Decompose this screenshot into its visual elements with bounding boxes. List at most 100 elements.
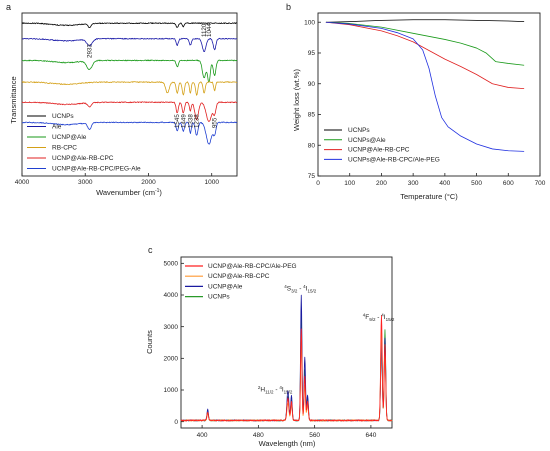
panel-b-ytick-label: 75 bbox=[308, 173, 316, 180]
panel-c-annotation-part: I bbox=[282, 387, 284, 394]
panel-c-annotation-part: 3/2 bbox=[291, 288, 298, 293]
panel-b: b 0 100 200 300 400 500 600 700 75 80 85 90 95 100 UC… bbox=[286, 2, 546, 201]
panel-b-series-line bbox=[325, 21, 525, 90]
panel-a-annotation: 1120 bbox=[201, 23, 208, 37]
panel-c-ytick-label: 2000 bbox=[164, 356, 179, 363]
panel-c-annotation-part: 2 bbox=[258, 385, 261, 390]
panel-b-xtick-label: 300 bbox=[408, 180, 419, 187]
panel-b-legend-label: UCNPs@Ale-RB-CPC/Ale-PEG bbox=[348, 156, 440, 163]
panel-b-ticks: 0 100 200 300 400 500 600 700 75 80 85 90 95 100 bbox=[304, 19, 546, 187]
panel-a-series-line bbox=[21, 22, 238, 29]
panel-a-xtick-label: 4000 bbox=[15, 179, 30, 186]
panel-c-series-line bbox=[180, 315, 393, 422]
panel-a-ylabel: Transmittance bbox=[9, 76, 18, 123]
panel-c-annotation-part: S bbox=[287, 285, 292, 292]
panel-c: c 400 480 560 640 0 1000 2000 3000 4000 5000 2H11… bbox=[145, 245, 395, 448]
panel-c-annotation-part: 4 bbox=[381, 312, 384, 317]
panel-c-legend-label: UCNP@Ale-RB-CPC bbox=[208, 273, 270, 280]
panel-a-series-line bbox=[21, 59, 238, 83]
panel-a-legend: UCNPs Ale UCNP@Ale RB-CPC UCNP@Ale-RB-CPC UCN… bbox=[27, 113, 141, 173]
panel-c-annotation-part: - bbox=[274, 387, 280, 394]
panel-b-xtick-label: 700 bbox=[535, 180, 546, 187]
panel-b-ylabel: Weight loss (wt.%) bbox=[292, 69, 301, 131]
panel-b-xtick-label: 400 bbox=[439, 180, 450, 187]
panel-a-annotation: 1449 bbox=[180, 114, 187, 128]
panel-letter-a: a bbox=[6, 2, 11, 12]
panel-a-annotation: 1545 bbox=[174, 114, 181, 128]
panel-b-series bbox=[325, 19, 525, 152]
panel-c-annotation-part: I bbox=[306, 285, 308, 292]
panel-c-annotation-part: 9/2 bbox=[369, 317, 376, 322]
panel-b-legend-label: UCNPs bbox=[348, 127, 370, 134]
panel-b-xtick-label: 600 bbox=[503, 180, 514, 187]
panel-a-series bbox=[21, 22, 238, 145]
panel-c-annotation-part: 4 bbox=[284, 284, 287, 289]
panel-b-legend-label: UCNP@Ale-RB-CPC bbox=[348, 147, 410, 154]
panel-c-legend: UCNP@Ale-RB-CPC/Ale-PEG UCNP@Ale-RB-CPC UC… bbox=[185, 263, 297, 301]
panel-c-annotation-part: I bbox=[384, 314, 386, 321]
panel-c-annotation: 4F9/2 - 4I15/2 bbox=[363, 312, 395, 322]
panel-b-axes bbox=[317, 12, 541, 177]
panel-c-xtick-label: 560 bbox=[309, 432, 320, 439]
panel-a-legend-label: UCNP@Ale-RB-CPC/PEG-Ale bbox=[52, 166, 141, 173]
panel-c-xlabel: Wavelength (nm) bbox=[259, 439, 316, 448]
panel-c-legend-label: UCNP@Ale-RB-CPC/Ale-PEG bbox=[208, 263, 297, 270]
panel-c-series bbox=[180, 294, 393, 422]
panel-c-ytick-label: 4000 bbox=[164, 292, 179, 299]
panel-a-xtick-label: 2000 bbox=[141, 179, 156, 186]
panel-a-legend-label: Ale bbox=[52, 124, 62, 131]
panel-a-annotation: 1238 bbox=[194, 114, 201, 128]
panel-c-annotation-part: 4 bbox=[363, 312, 366, 317]
panel-b-series-line bbox=[325, 19, 525, 23]
panel-c-annotation-part: 4 bbox=[303, 284, 306, 289]
panel-c-annotation: 2H11/2 - 4I15/2 bbox=[258, 385, 293, 395]
panel-c-xtick-label: 400 bbox=[197, 432, 208, 439]
panel-c-xtick-label: 640 bbox=[365, 432, 376, 439]
panel-b-xlabel: Temperature (°C) bbox=[400, 192, 458, 201]
panel-a-annotation: 1338 bbox=[187, 114, 194, 128]
panel-a-legend-label: UCNPs bbox=[52, 113, 74, 120]
panel-b-xtick-label: 200 bbox=[376, 180, 387, 187]
panel-c-ytick-label: 1000 bbox=[164, 387, 179, 394]
panel-c-ytick-label: 5000 bbox=[164, 261, 179, 268]
panel-a-legend-label: UCNP@Ale bbox=[52, 134, 87, 141]
panel-c-ylabel: Counts bbox=[145, 330, 154, 354]
panel-letter-c: c bbox=[148, 245, 153, 255]
panel-c-legend-label: UCNPs bbox=[208, 294, 230, 301]
panel-a: a 4000 3000 2000 1000 2933 1545 1449 1338 1238 1… bbox=[6, 2, 238, 197]
panel-b-ytick-label: 95 bbox=[308, 50, 316, 57]
panel-a-axes bbox=[21, 12, 238, 177]
panel-b-ytick-label: 90 bbox=[308, 81, 316, 88]
panel-b-xtick-label: 0 bbox=[316, 180, 320, 187]
panel-a-legend-label: RB-CPC bbox=[52, 145, 77, 152]
panel-c-legend-label: UCNP@Ale bbox=[208, 283, 243, 290]
panel-a-series-line bbox=[21, 37, 238, 52]
panel-c-annotation-part: 15/2 bbox=[386, 317, 395, 322]
panel-c-annotation-part: 4 bbox=[279, 385, 282, 390]
panel-c-xtick-label: 480 bbox=[253, 432, 264, 439]
panel-c-ytick-label: 3000 bbox=[164, 324, 179, 331]
panel-b-series-line bbox=[325, 21, 525, 152]
panel-a-xticks: 4000 3000 2000 1000 bbox=[15, 173, 219, 186]
panel-c-ticks: 400 480 560 640 0 1000 2000 3000 4000 5000 bbox=[164, 261, 377, 439]
panel-c-annotation-part: H bbox=[260, 387, 265, 394]
panel-b-series-line bbox=[325, 21, 525, 66]
panel-c-annotation-part: 15/2 bbox=[284, 390, 293, 395]
panel-a-series-line bbox=[21, 101, 238, 122]
panel-a-series-line bbox=[21, 121, 238, 145]
panel-letter-b: b bbox=[286, 2, 291, 12]
panel-b-ytick-label: 85 bbox=[308, 112, 316, 119]
panel-a-xtick-label: 1000 bbox=[204, 179, 219, 186]
panel-a-annotation: 1044 bbox=[206, 23, 213, 37]
panel-b-legend-label: UCNPs@Ale bbox=[348, 137, 386, 144]
panel-a-annotation: 955 bbox=[212, 117, 219, 128]
panel-c-annotation-part: 11/2 bbox=[265, 390, 274, 395]
panel-c-annotation: 4S3/2 - 4I15/2 bbox=[284, 284, 316, 294]
panel-c-annotation-part: F bbox=[365, 314, 369, 321]
panel-a-legend-label: UCNP@Ale-RB-CPC bbox=[52, 155, 114, 162]
panel-b-xtick-label: 100 bbox=[344, 180, 355, 187]
panel-b-ytick-label: 80 bbox=[308, 142, 316, 149]
